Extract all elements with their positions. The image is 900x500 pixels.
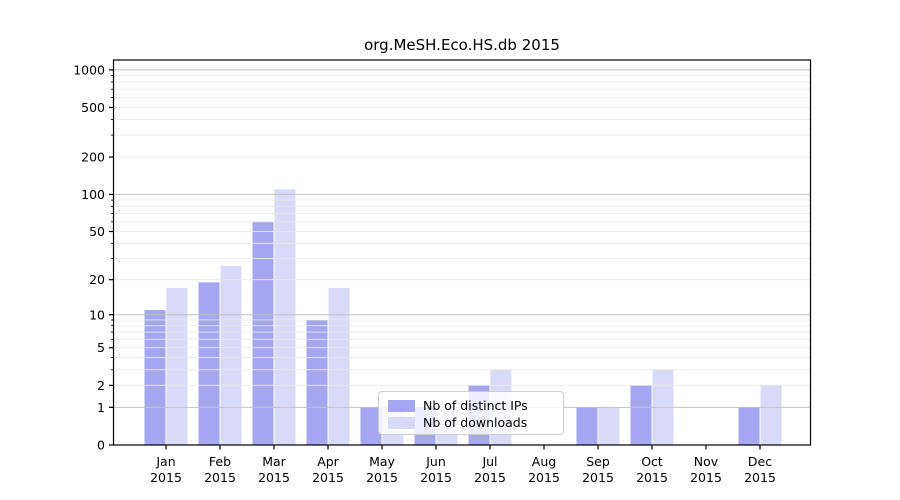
x-tick-label-month: Jul <box>481 454 497 469</box>
legend-row-downloads: Nb of downloads <box>388 414 563 431</box>
x-tick-label-year: 2015 <box>528 470 560 485</box>
bar-distinct-ips <box>198 282 220 445</box>
bar-downloads <box>328 288 350 445</box>
x-tick-label-year: 2015 <box>582 470 614 485</box>
bar-downloads <box>220 266 242 445</box>
y-tick-label: 1 <box>97 400 105 415</box>
bar-downloads <box>166 288 188 445</box>
x-tick-label-year: 2015 <box>204 470 236 485</box>
y-tick-label: 20 <box>89 272 105 287</box>
x-tick-label-month: Aug <box>532 454 556 469</box>
bar-distinct-ips <box>306 319 328 445</box>
x-tick-label-month: Mar <box>262 454 286 469</box>
x-tick-label-month: May <box>369 454 395 469</box>
bar-distinct-ips <box>738 407 760 445</box>
y-tick-label: 0 <box>97 438 105 453</box>
y-tick-label: 500 <box>81 100 105 115</box>
bar-downloads <box>598 407 620 445</box>
x-tick-label-year: 2015 <box>744 470 776 485</box>
x-tick-label-month: Jan <box>155 454 175 469</box>
x-tick-label-year: 2015 <box>420 470 452 485</box>
chart-title: org.MeSH.Eco.HS.db 2015 <box>364 36 560 54</box>
bar-distinct-ips <box>360 407 382 445</box>
x-tick-label-month: Nov <box>694 454 719 469</box>
x-tick-label-year: 2015 <box>474 470 506 485</box>
y-tick-label: 10 <box>89 307 105 322</box>
x-tick-label-month: Oct <box>641 454 663 469</box>
x-tick-label-year: 2015 <box>690 470 722 485</box>
x-tick-label-month: Sep <box>586 454 610 469</box>
y-tick-label: 5 <box>97 340 105 355</box>
x-tick-label-month: Feb <box>209 454 231 469</box>
legend-label-distinct-ips: Nb of distinct IPs <box>423 398 528 413</box>
legend-swatch-downloads <box>388 416 415 429</box>
y-tick-label: 2 <box>97 378 105 393</box>
bar-distinct-ips <box>252 221 274 445</box>
x-tick-label-year: 2015 <box>312 470 344 485</box>
bar-distinct-ips <box>144 310 166 445</box>
legend-label-downloads: Nb of downloads <box>423 415 528 430</box>
x-tick-label-year: 2015 <box>636 470 668 485</box>
legend-box: Nb of distinct IPs Nb of downloads <box>378 391 564 435</box>
x-tick-label-year: 2015 <box>366 470 398 485</box>
legend-row-distinct-ips: Nb of distinct IPs <box>388 397 563 414</box>
bar-downloads <box>274 189 296 445</box>
x-tick-label-month: Dec <box>748 454 772 469</box>
bar-distinct-ips <box>576 407 598 445</box>
x-tick-label-month: Apr <box>317 454 339 469</box>
y-tick-label: 1000 <box>73 62 105 77</box>
y-tick-label: 200 <box>81 150 105 165</box>
x-tick-label-year: 2015 <box>150 470 182 485</box>
x-tick-label-month: Jun <box>425 454 446 469</box>
y-tick-label: 100 <box>81 187 105 202</box>
legend-swatch-distinct-ips <box>388 399 415 412</box>
bar-downloads <box>760 385 782 445</box>
x-tick-label-year: 2015 <box>258 470 290 485</box>
bar-distinct-ips <box>630 385 652 445</box>
y-tick-label: 50 <box>89 224 105 239</box>
plot-border <box>112 59 812 446</box>
